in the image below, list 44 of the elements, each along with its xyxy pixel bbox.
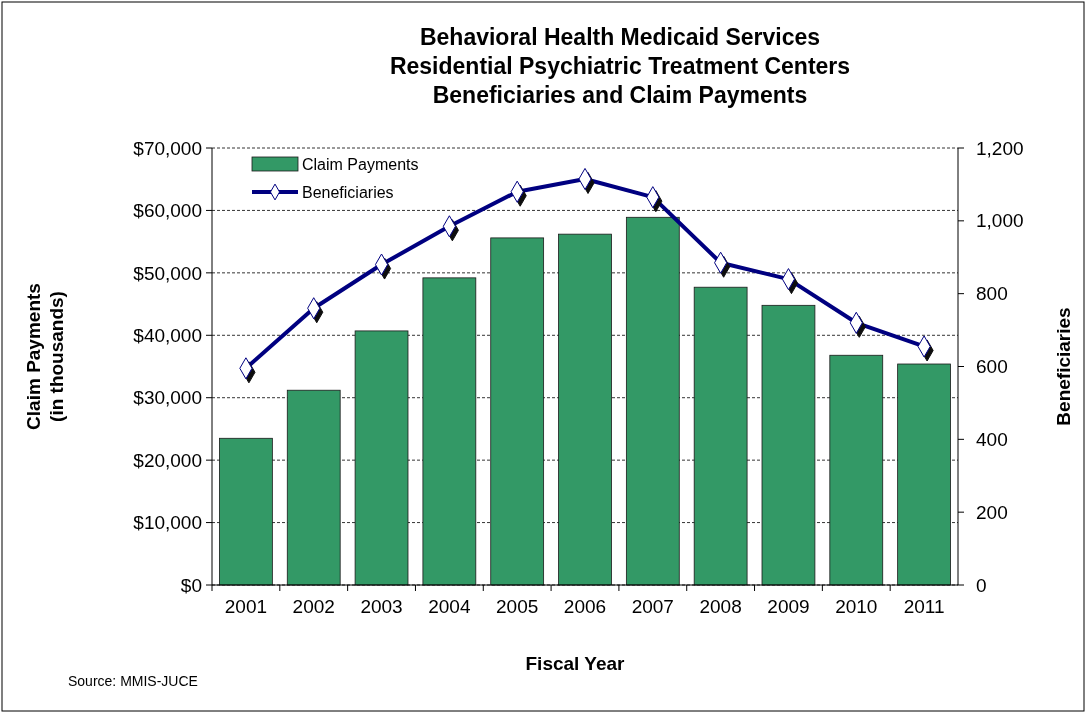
x-tick-label: 2003 [360,596,403,617]
y2-tick-label: 200 [976,501,1008,523]
chart-title: Behavioral Health Medicaid Services Residential Psychiatric Treatment Centers Beneficiaries and Claim Payments [389,24,851,108]
y-tick-label: $70,000 [133,137,202,159]
x-tick-label: 2006 [563,596,607,617]
source-note: Source: MMIS-JUCE [68,673,198,689]
x-tick-label: 2008 [699,596,742,617]
y2-axis-title: Beneficiaries [1053,307,1074,426]
x-tick-label: 2009 [767,596,810,617]
y2-tick-label: 1,200 [976,137,1024,159]
bar [286,389,341,586]
bar [558,233,612,586]
y-tick-label: $40,000 [133,324,202,346]
bar [219,437,273,586]
bar [897,363,951,586]
x-tick-label: 2004 [428,596,471,617]
y-tick-label: $50,000 [133,262,202,284]
x-axis-title: Fiscal Year [525,653,626,674]
x-tick-label: 2010 [835,596,878,617]
y2-tick-label: 0 [976,574,987,596]
bar [422,277,477,586]
bar [761,304,816,586]
y2-tick-label: 600 [976,356,1008,378]
y-tick-label: $0 [180,574,202,596]
x-tick-label: 2005 [496,596,539,617]
x-tick-label: 2011 [903,596,945,617]
y2-tick-label: 400 [976,428,1008,450]
y-tick-label: $20,000 [133,449,202,471]
y2-tick-label: 1,000 [976,210,1024,232]
x-tick-label: 2007 [631,596,674,617]
bar [693,286,748,586]
y-tick-label: $10,000 [133,512,202,534]
x-tick-label: 2002 [292,596,335,617]
y-tick-label: $30,000 [133,387,202,409]
bar [354,330,409,586]
legend-label: Beneficiaries [302,183,394,201]
bar [829,354,884,586]
y-tick-label: $60,000 [133,200,202,222]
bar [625,216,680,586]
y2-tick-label: 800 [976,283,1008,305]
bar [490,237,545,586]
y-axis-title: Claim Payments (in thousands) [23,283,67,430]
legend-label: Claim Payments [302,155,419,173]
x-tick-label: 2001 [224,596,268,617]
